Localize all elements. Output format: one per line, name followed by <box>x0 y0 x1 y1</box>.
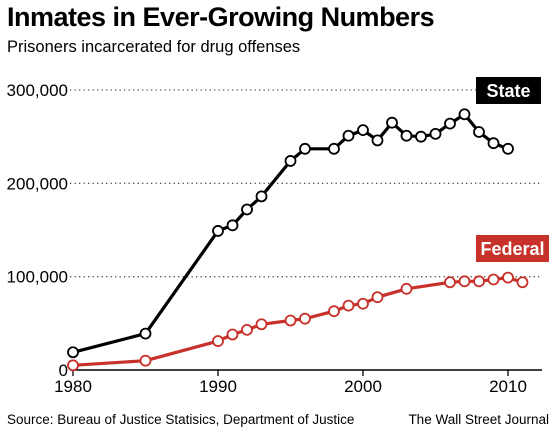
federal-data-point <box>284 314 297 327</box>
state-data-point <box>328 142 340 155</box>
state-data-point <box>386 116 398 129</box>
state-legend-label: State <box>486 81 530 101</box>
federal-legend-label: Federal <box>480 239 544 259</box>
federal-data-point <box>328 305 340 318</box>
federal-data-point <box>502 271 514 284</box>
federal-data-point <box>241 323 253 336</box>
federal-series-line <box>71 276 525 367</box>
federal-legend-box <box>476 235 549 262</box>
federal-data-point <box>487 273 500 286</box>
state-data-point <box>212 225 224 237</box>
state-data-point <box>357 124 369 137</box>
x-tick-label: 2010 <box>489 377 527 396</box>
federal-data-point <box>212 335 224 347</box>
x-tick-label: 2000 <box>344 377 382 396</box>
state-data-point <box>342 129 355 142</box>
state-data-point <box>255 190 268 203</box>
publisher-credit: The Wall Street Journal <box>408 412 549 427</box>
federal-data-point <box>371 291 384 304</box>
state-data-point <box>502 142 514 155</box>
source-note: Source: Bureau of Justice Statisics, Dep… <box>7 412 355 427</box>
state-data-point <box>299 142 311 155</box>
federal-data-point <box>255 318 268 331</box>
state-data-point <box>67 346 79 359</box>
state-data-point <box>415 130 427 143</box>
federal-data-point <box>299 312 311 325</box>
federal-data-point <box>67 359 79 372</box>
state-data-point <box>487 137 500 150</box>
state-data-point <box>139 327 152 340</box>
x-tick-label: 1990 <box>199 377 237 396</box>
state-data-point <box>458 108 471 121</box>
y-tick-label: 200,000 <box>7 174 68 193</box>
federal-data-point <box>458 275 471 288</box>
state-data-point <box>473 126 485 138</box>
federal-data-point <box>473 275 485 288</box>
state-legend-box <box>476 77 541 104</box>
state-data-point <box>400 129 413 142</box>
y-tick-label: 100,000 <box>7 268 68 287</box>
y-tick-label: 0 <box>59 361 68 380</box>
state-data-point <box>371 134 384 147</box>
federal-data-point <box>357 297 369 310</box>
state-data-point <box>226 219 239 232</box>
federal-data-point <box>444 276 456 289</box>
federal-data-point <box>516 276 529 289</box>
chart-subtitle: Prisoners incarcerated for drug offenses <box>7 38 301 56</box>
state-data-point <box>284 155 297 167</box>
federal-data-point <box>342 299 355 312</box>
x-tick-label: 1980 <box>54 377 92 396</box>
y-tick-label: 300,000 <box>7 81 68 100</box>
chart-title: Inmates in Ever-Growing Numbers <box>7 2 435 32</box>
federal-data-point <box>226 328 239 341</box>
federal-data-point <box>139 354 152 367</box>
state-data-point <box>241 203 253 216</box>
federal-data-point <box>400 282 413 295</box>
state-data-point <box>444 117 456 130</box>
state-data-point <box>429 127 442 140</box>
